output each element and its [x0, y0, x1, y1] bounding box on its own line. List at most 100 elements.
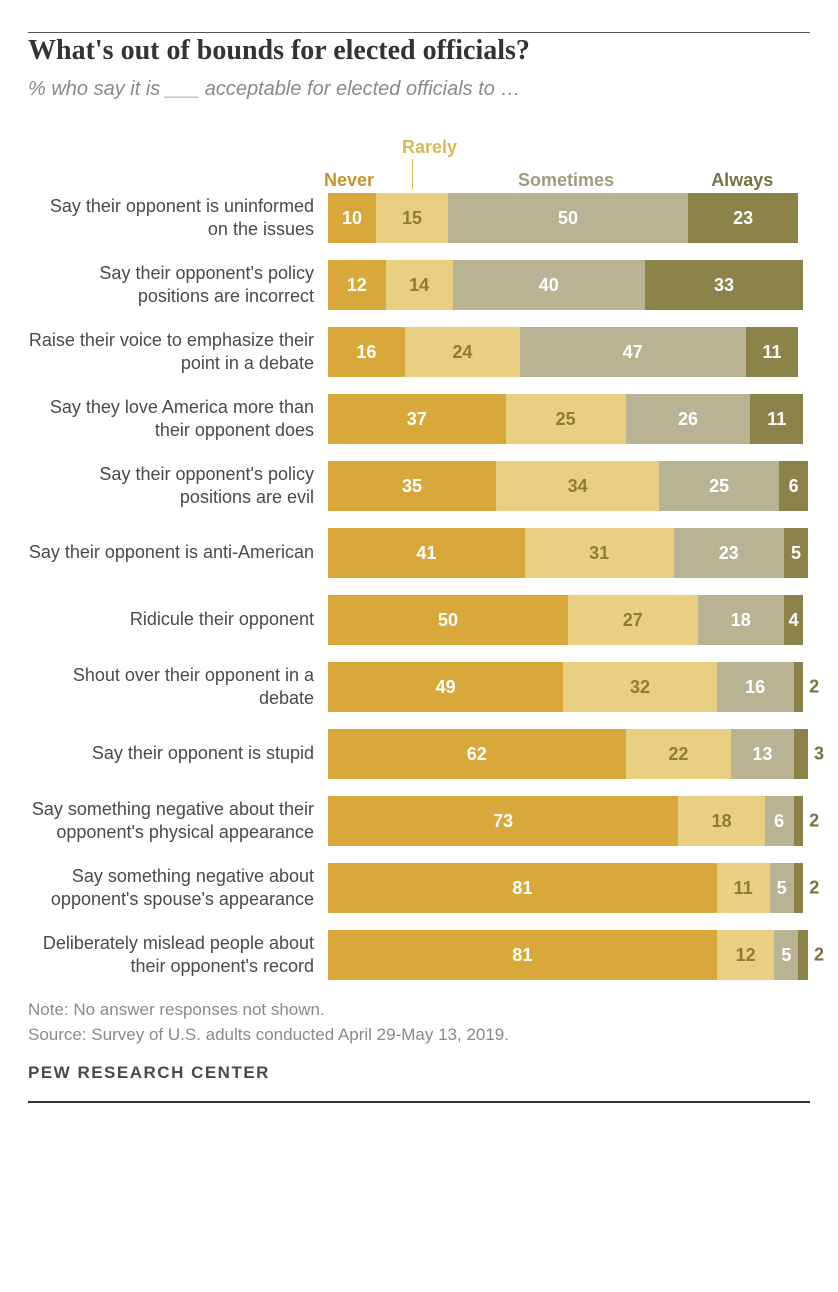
segment-always: 3: [794, 729, 808, 779]
stacked-bar: 5027184: [328, 595, 808, 645]
chart-row: Say their opponent is uninformed on the …: [28, 193, 810, 243]
segment-never: 10: [328, 193, 376, 243]
stacked-bar: 731862: [328, 796, 808, 846]
segment-always: 5: [784, 528, 808, 578]
note-line: Source: Survey of U.S. adults conducted …: [28, 1023, 810, 1048]
segment-always: 2: [794, 796, 804, 846]
stacked-bar: 811152: [328, 863, 808, 913]
segment-value-outside: 2: [809, 677, 819, 698]
chart-row: Shout over their opponent in a debate493…: [28, 662, 810, 712]
segment-sometimes: 13: [731, 729, 793, 779]
segment-always: 2: [794, 662, 804, 712]
row-label: Ridicule their opponent: [28, 608, 328, 631]
stacked-bar: 811252: [328, 930, 808, 980]
segment-never: 50: [328, 595, 568, 645]
stacked-bar: 3534256: [328, 461, 808, 511]
stacked-bar: 4131235: [328, 528, 808, 578]
segment-rarely: 27: [568, 595, 698, 645]
chart-row: Say they love America more than their op…: [28, 394, 810, 444]
chart-row: Ridicule their opponent5027184: [28, 595, 810, 645]
segment-rarely: 18: [678, 796, 764, 846]
stacked-bar: 4932162: [328, 662, 808, 712]
segment-sometimes: 18: [698, 595, 784, 645]
chart-row: Deliberately mislead people about their …: [28, 930, 810, 980]
segment-rarely: 31: [525, 528, 674, 578]
chart-row: Raise their voice to emphasize their poi…: [28, 327, 810, 377]
stacked-bar: 12144033: [328, 260, 808, 310]
rows-container: Say their opponent is uninformed on the …: [28, 193, 810, 980]
stacked-bar: 16244711: [328, 327, 808, 377]
segment-never: 49: [328, 662, 563, 712]
legend-rarely: Rarely: [402, 137, 457, 158]
chart-row: Say their opponent's policy positions ar…: [28, 260, 810, 310]
segment-value-outside: 2: [809, 811, 819, 832]
segment-sometimes: 6: [765, 796, 794, 846]
chart-row: Say something negative about opponent's …: [28, 863, 810, 913]
segment-always: 2: [798, 930, 808, 980]
segment-rarely: 34: [496, 461, 659, 511]
row-label: Say their opponent is uninformed on the …: [28, 195, 328, 242]
row-label: Say something negative about opponent's …: [28, 865, 328, 912]
segment-never: 81: [328, 930, 717, 980]
row-label: Say something negative about their oppon…: [28, 798, 328, 845]
stacked-bar: 10155023: [328, 193, 808, 243]
segment-never: 35: [328, 461, 496, 511]
segment-rarely: 25: [506, 394, 626, 444]
segment-always: 11: [746, 327, 799, 377]
segment-sometimes: 40: [453, 260, 645, 310]
chart-row: Say something negative about their oppon…: [28, 796, 810, 846]
segment-never: 62: [328, 729, 626, 779]
segment-always: 2: [794, 863, 804, 913]
footer-attribution: PEW RESEARCH CENTER: [28, 1063, 810, 1103]
segment-value-outside: 2: [809, 878, 819, 899]
segment-sometimes: 25: [659, 461, 779, 511]
segment-never: 37: [328, 394, 506, 444]
row-label: Say their opponent's policy positions ar…: [28, 463, 328, 510]
row-label: Say their opponent is stupid: [28, 742, 328, 765]
row-label: Raise their voice to emphasize their poi…: [28, 329, 328, 376]
row-label: Say their opponent is anti-American: [28, 541, 328, 564]
legend-row: Never Rarely Sometimes Always: [28, 137, 810, 191]
segment-always: 4: [784, 595, 803, 645]
stacked-bar: 6222133: [328, 729, 808, 779]
legend-always: Always: [711, 170, 773, 191]
segment-always: 33: [645, 260, 803, 310]
segment-sometimes: 47: [520, 327, 746, 377]
row-label: Shout over their opponent in a debate: [28, 664, 328, 711]
note-line: Note: No answer responses not shown.: [28, 998, 810, 1023]
segment-never: 81: [328, 863, 717, 913]
segment-rarely: 32: [563, 662, 717, 712]
legend-never: Never: [324, 170, 374, 191]
row-label: Say they love America more than their op…: [28, 396, 328, 443]
segment-rarely: 22: [626, 729, 732, 779]
segment-rarely: 11: [717, 863, 770, 913]
segment-sometimes: 16: [717, 662, 794, 712]
segment-sometimes: 26: [626, 394, 751, 444]
legend-rarely-callout: [412, 159, 413, 189]
segment-never: 41: [328, 528, 525, 578]
segment-rarely: 12: [717, 930, 775, 980]
chart-row: Say their opponent is anti-American41312…: [28, 528, 810, 578]
segment-value-outside: 2: [814, 945, 824, 966]
stacked-bar: 37252611: [328, 394, 808, 444]
chart-row: Say their opponent's policy positions ar…: [28, 461, 810, 511]
segment-always: 23: [688, 193, 798, 243]
segment-sometimes: 50: [448, 193, 688, 243]
row-label: Say their opponent's policy positions ar…: [28, 262, 328, 309]
segment-rarely: 14: [386, 260, 453, 310]
segment-sometimes: 5: [774, 930, 798, 980]
chart-area: Never Rarely Sometimes Always Say their opp…: [28, 137, 810, 980]
segment-rarely: 24: [405, 327, 520, 377]
segment-never: 73: [328, 796, 678, 846]
segment-sometimes: 5: [770, 863, 794, 913]
legend-sometimes: Sometimes: [518, 170, 614, 191]
chart-subtitle: % who say it is ___ acceptable for elect…: [28, 78, 810, 101]
chart-row: Say their opponent is stupid6222133: [28, 729, 810, 779]
chart-title: What's out of bounds for elected officia…: [28, 33, 810, 68]
row-label: Deliberately mislead people about their …: [28, 932, 328, 979]
segment-always: 6: [779, 461, 808, 511]
segment-always: 11: [750, 394, 803, 444]
segment-never: 16: [328, 327, 405, 377]
segment-value-outside: 3: [814, 744, 824, 765]
chart-notes: Note: No answer responses not shown.Sour…: [28, 998, 810, 1047]
